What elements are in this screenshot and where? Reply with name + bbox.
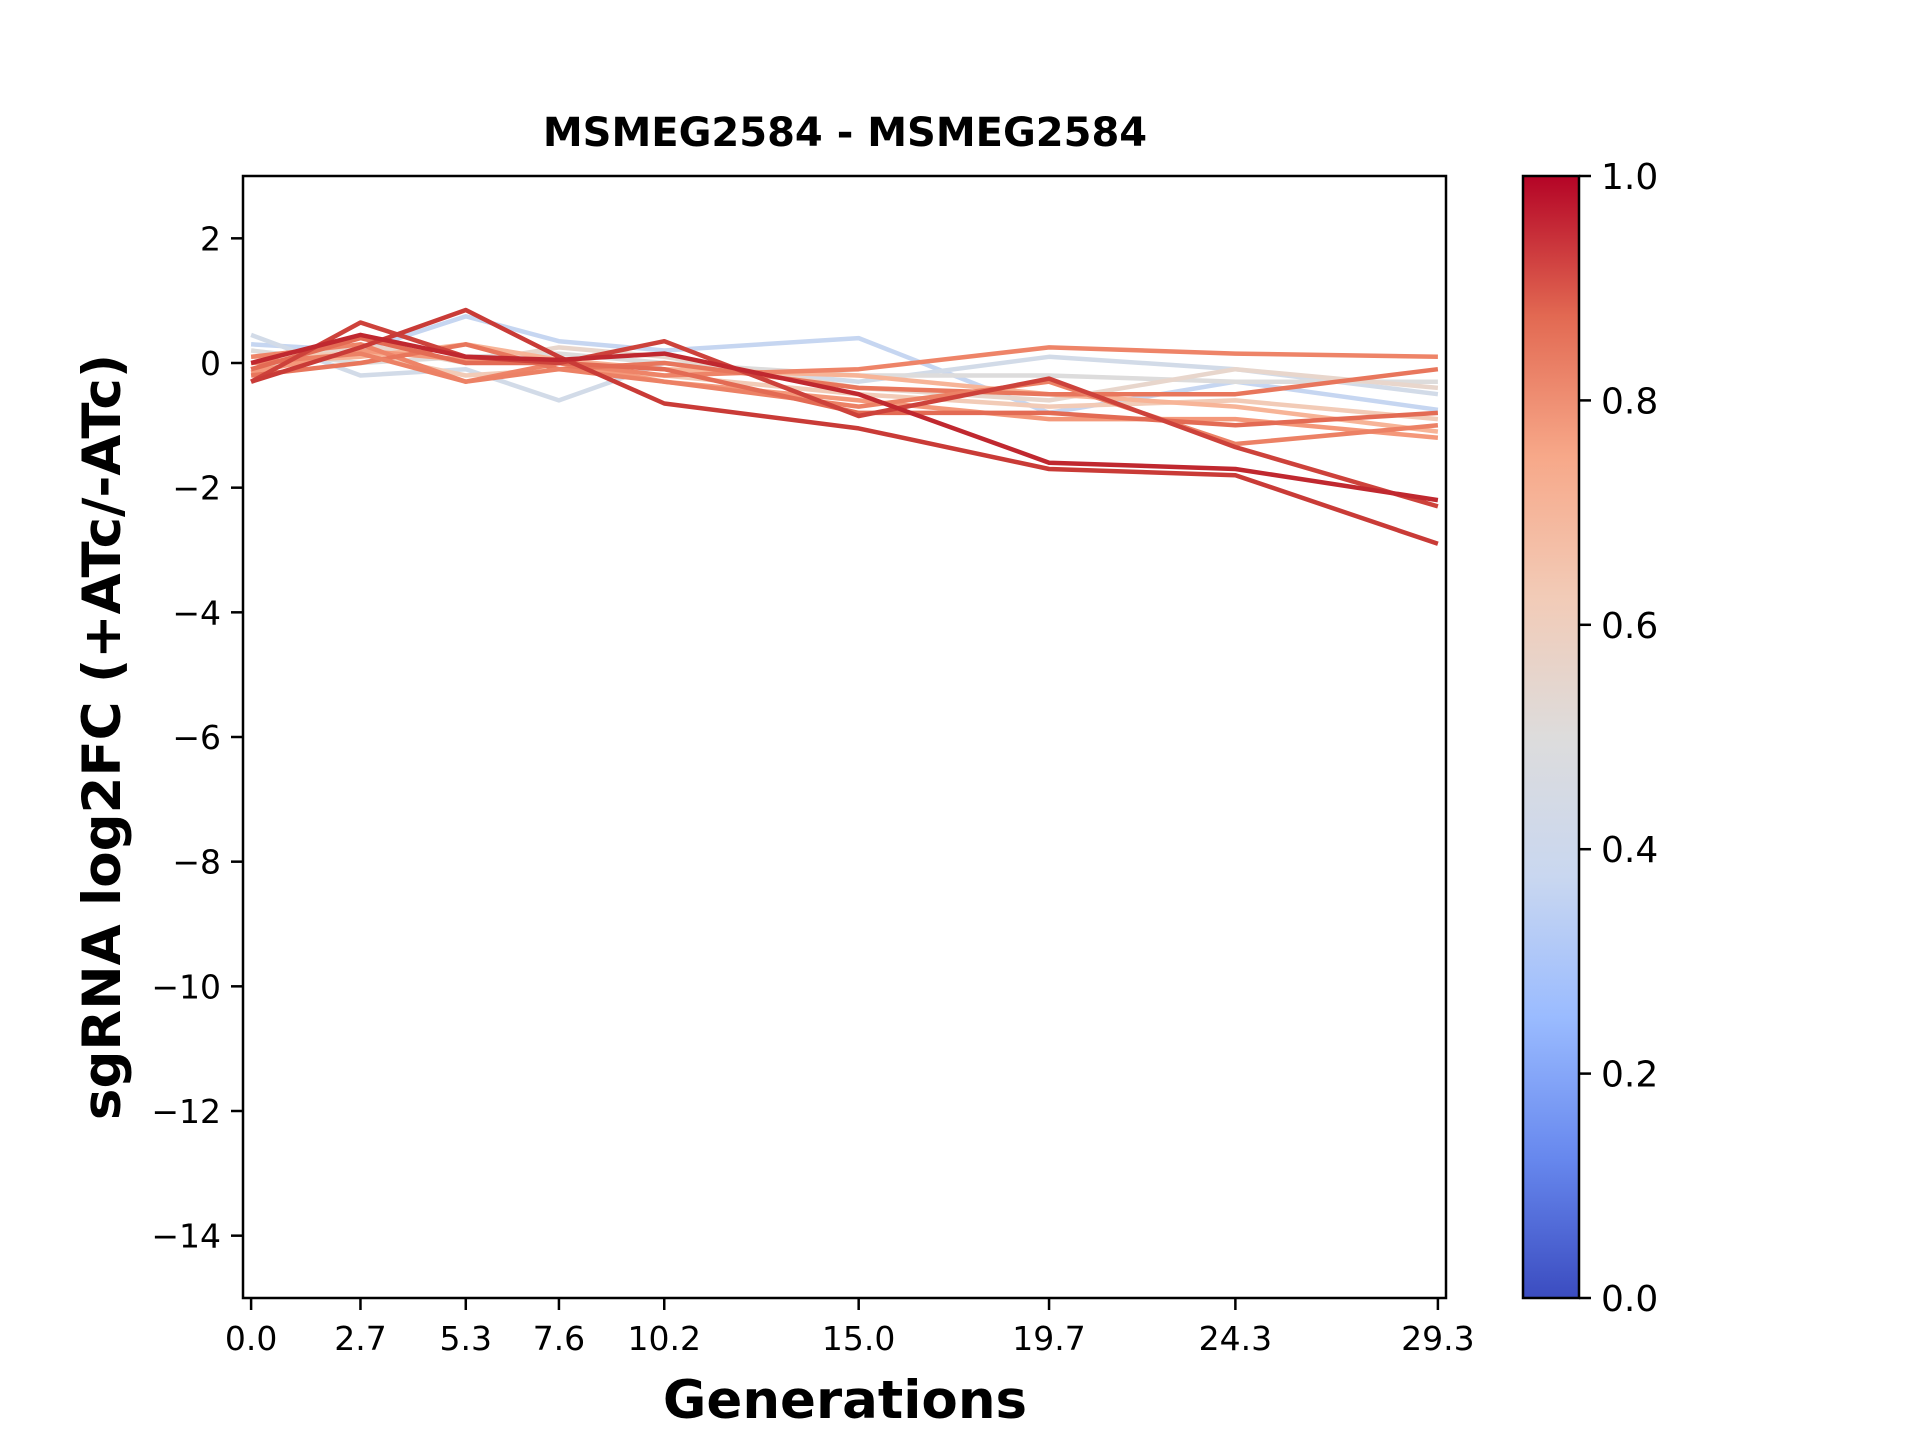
y-tick-label: −14	[151, 1217, 221, 1256]
colorbar-tick-label: 0.0	[1601, 1279, 1658, 1320]
x-tick-label: 15.0	[822, 1319, 895, 1358]
series-line-9	[250, 342, 1439, 397]
series-line-11	[250, 335, 1439, 428]
y-tick-label: −6	[172, 718, 221, 757]
y-tick-label: −2	[172, 469, 221, 508]
x-axis-label: Generations	[663, 1370, 1027, 1431]
colorbar	[1521, 174, 1581, 1300]
y-axis-label: sgRNA log2FC (+ATc/-ATc)	[72, 354, 133, 1120]
x-tick-label: 24.3	[1199, 1319, 1272, 1358]
x-axis-ticks: 0.0 2.7 5.3 7.6 10.2 15.0 19.7 24.3 29.3	[225, 1298, 1475, 1358]
y-tick-label: −10	[151, 967, 221, 1006]
y-tick-label: −4	[172, 593, 221, 632]
colorbar-tick-label: 0.4	[1601, 830, 1658, 871]
x-tick-label: 0.0	[225, 1319, 277, 1358]
colorbar-tick-label: 0.2	[1601, 1055, 1658, 1096]
series-line-14	[250, 307, 1439, 546]
y-tick-label: −12	[151, 1092, 221, 1131]
y-tick-label: 2	[200, 219, 221, 258]
colorbar-ticks: 0.0 0.2 0.4 0.6 0.8 1.0	[1579, 157, 1658, 1320]
chart-title: MSMEG2584 - MSMEG2584	[543, 110, 1147, 156]
x-tick-label: 7.6	[533, 1319, 585, 1358]
colorbar-tick-label: 0.6	[1601, 606, 1658, 647]
y-tick-label: 0	[200, 344, 221, 383]
x-tick-label: 5.3	[440, 1319, 492, 1358]
colorbar-tick-label: 0.8	[1601, 381, 1658, 422]
x-tick-label: 19.7	[1012, 1319, 1085, 1358]
series-line-13	[250, 332, 1439, 503]
x-tick-label: 10.2	[628, 1319, 701, 1358]
x-tick-label: 29.3	[1401, 1319, 1474, 1358]
y-tick-label: −8	[172, 843, 221, 882]
plot-lines	[250, 307, 1439, 546]
y-axis-ticks: 2 0 −2 −4 −6 −8 −10 −12 −14	[151, 219, 243, 1256]
colorbar-tick-label: 1.0	[1601, 157, 1658, 198]
x-tick-label: 2.7	[334, 1319, 386, 1358]
